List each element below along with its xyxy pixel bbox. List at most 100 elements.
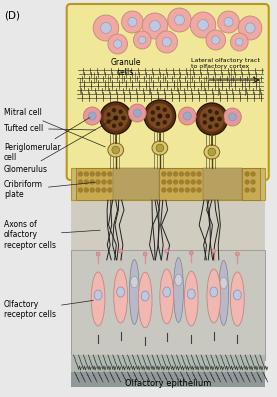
Circle shape [212, 36, 220, 44]
Circle shape [178, 107, 196, 125]
Ellipse shape [230, 272, 244, 326]
Circle shape [151, 111, 154, 114]
FancyBboxPatch shape [67, 4, 269, 180]
Text: Granule
cells: Granule cells [110, 58, 141, 77]
Circle shape [157, 107, 160, 110]
Circle shape [185, 180, 189, 184]
Circle shape [179, 172, 183, 176]
Circle shape [96, 180, 100, 184]
Circle shape [100, 102, 131, 134]
Ellipse shape [138, 272, 152, 328]
Ellipse shape [94, 290, 102, 300]
Circle shape [209, 125, 212, 128]
Circle shape [168, 188, 172, 192]
Circle shape [88, 112, 96, 120]
Circle shape [108, 188, 112, 192]
Ellipse shape [131, 276, 138, 288]
Circle shape [196, 103, 227, 135]
Circle shape [165, 249, 169, 253]
Circle shape [218, 118, 221, 121]
Ellipse shape [108, 143, 124, 157]
Text: Olfactory epithelium: Olfactory epithelium [125, 379, 211, 388]
Circle shape [84, 172, 88, 176]
Circle shape [150, 21, 160, 31]
Circle shape [90, 180, 94, 184]
Circle shape [90, 172, 94, 176]
Circle shape [122, 11, 143, 33]
Circle shape [197, 172, 201, 176]
Bar [242, 168, 260, 200]
Circle shape [245, 23, 255, 33]
Circle shape [209, 110, 212, 113]
Circle shape [163, 108, 166, 111]
Text: Axons of
olfactory
receptor cells: Axons of olfactory receptor cells [4, 220, 100, 250]
Text: (D): (D) [4, 10, 20, 20]
Circle shape [93, 15, 119, 41]
Bar [76, 168, 113, 200]
Circle shape [107, 113, 110, 116]
Text: Mitral cell: Mitral cell [4, 108, 105, 147]
Circle shape [215, 111, 218, 114]
Circle shape [200, 107, 224, 131]
Bar [71, 250, 265, 360]
Bar [71, 200, 265, 250]
Circle shape [78, 188, 82, 192]
Text: Cribriform
plate: Cribriform plate [4, 180, 95, 199]
Circle shape [174, 188, 178, 192]
Circle shape [129, 104, 146, 122]
Circle shape [175, 15, 184, 25]
Circle shape [166, 114, 169, 118]
Circle shape [198, 19, 208, 31]
Text: Olfactory
receptor cells: Olfactory receptor cells [4, 300, 93, 320]
Circle shape [157, 122, 160, 125]
Circle shape [122, 116, 125, 119]
Circle shape [107, 120, 110, 123]
Circle shape [203, 121, 206, 124]
Circle shape [208, 148, 216, 156]
Circle shape [78, 172, 82, 176]
Circle shape [96, 172, 100, 176]
Circle shape [112, 146, 120, 154]
Circle shape [156, 144, 164, 152]
Text: Tufted cell: Tufted cell [4, 124, 95, 133]
Text: Lateral olfactory tract
to olfactory cortex: Lateral olfactory tract to olfactory cor… [191, 58, 260, 69]
Circle shape [90, 188, 94, 192]
Circle shape [236, 38, 243, 46]
Circle shape [101, 23, 111, 33]
Circle shape [138, 36, 146, 44]
Circle shape [119, 110, 122, 113]
Circle shape [251, 172, 255, 176]
Circle shape [122, 116, 125, 119]
Circle shape [203, 114, 206, 117]
Circle shape [108, 34, 127, 54]
Ellipse shape [234, 290, 241, 300]
Circle shape [174, 180, 178, 184]
Circle shape [84, 180, 88, 184]
Circle shape [162, 180, 166, 184]
Circle shape [84, 188, 88, 192]
Bar [113, 168, 159, 200]
Ellipse shape [187, 289, 195, 299]
Bar [71, 372, 265, 387]
Circle shape [102, 172, 106, 176]
Ellipse shape [129, 260, 139, 324]
Ellipse shape [210, 287, 218, 297]
Circle shape [96, 252, 100, 256]
Ellipse shape [91, 272, 105, 326]
Circle shape [162, 172, 166, 176]
Bar [203, 168, 242, 200]
Circle shape [215, 124, 218, 127]
Circle shape [197, 180, 201, 184]
Circle shape [197, 188, 201, 192]
Circle shape [134, 31, 151, 49]
Circle shape [108, 180, 112, 184]
Circle shape [102, 188, 106, 192]
Circle shape [151, 118, 154, 121]
Circle shape [191, 188, 195, 192]
Circle shape [168, 8, 191, 32]
Circle shape [212, 249, 216, 253]
Circle shape [128, 17, 137, 27]
Circle shape [251, 180, 255, 184]
Ellipse shape [141, 291, 149, 301]
Text: Periglomerular
cell: Periglomerular cell [4, 118, 90, 162]
